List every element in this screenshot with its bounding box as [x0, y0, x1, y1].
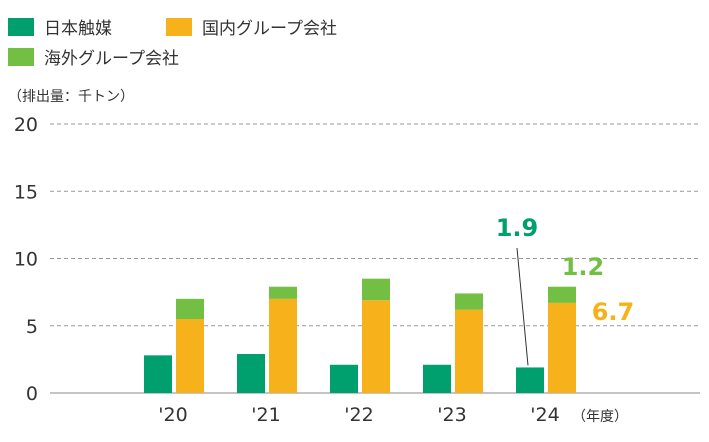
legend-swatch-overseas-group: [8, 47, 34, 66]
legend-swatch-domestic-group: [166, 17, 192, 36]
x-tick-label: '20: [158, 404, 187, 426]
bar-japan: [330, 364, 358, 393]
bar-overseas-group: [176, 298, 204, 320]
bar-overseas-group: [269, 286, 297, 299]
bar-japan: [423, 364, 451, 393]
x-tick-label: '22: [344, 404, 373, 426]
annotation-domestic-value: 6.7: [592, 298, 635, 326]
bar-domestic-group: [176, 319, 204, 393]
annotation-overseas-value: 1.2: [562, 253, 605, 281]
y-tick-label: 10: [14, 249, 38, 271]
chart-legend: 日本触媒 国内グループ会社 海外グループ会社: [8, 10, 428, 70]
legend-item-japan: 日本触媒: [8, 14, 112, 39]
bar-domestic-group: [269, 298, 297, 393]
x-tick-label: '23: [437, 404, 466, 426]
bar-overseas-group: [455, 293, 483, 310]
x-tick-label: '24: [530, 404, 559, 426]
legend-item-overseas-group: 海外グループ会社: [8, 44, 179, 69]
bar-domestic-group: [548, 302, 576, 393]
legend-item-domestic-group: 国内グループ会社: [166, 14, 337, 39]
y-tick-label: 20: [14, 114, 38, 136]
y-tick-label: 5: [26, 316, 38, 338]
bar-domestic-group: [455, 309, 483, 393]
annotation-leader-line: [516, 247, 529, 366]
y-tick-label: 15: [14, 181, 38, 203]
legend-label-domestic-group: 国内グループ会社: [202, 19, 337, 39]
bar-domestic-group: [362, 300, 390, 393]
legend-label-japan: 日本触媒: [44, 19, 112, 39]
x-axis-unit-label: （年度）: [572, 409, 628, 425]
bar-overseas-group: [362, 278, 390, 301]
annotation-japan-value: 1.9: [496, 214, 539, 242]
bar-japan: [237, 353, 265, 393]
bar-japan: [516, 367, 544, 393]
legend-label-overseas-group: 海外グループ会社: [44, 49, 179, 69]
x-tick-label: '21: [251, 404, 280, 426]
legend-swatch-japan: [8, 17, 34, 36]
bar-overseas-group: [548, 286, 576, 303]
bar-japan: [144, 355, 172, 393]
y-tick-label: 0: [26, 383, 38, 405]
y-axis-unit-label: （排出量：千トン）: [8, 89, 134, 105]
